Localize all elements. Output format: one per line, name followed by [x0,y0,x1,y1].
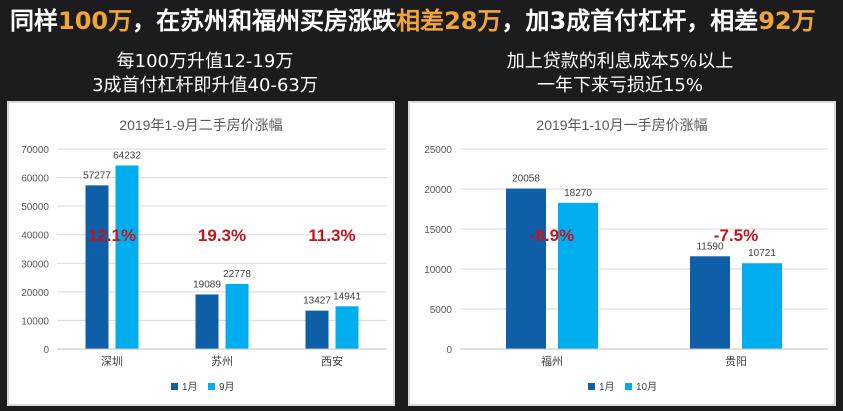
bar [305,310,329,349]
y-tick-label: 30000 [21,259,49,270]
change-percent-annotation: 12.1% [88,226,136,245]
legend-swatch [588,383,595,390]
bar [115,165,139,349]
right-subtitle-line2: 一年下来亏损近15% [536,75,703,96]
right-chart-panel: 2019年1-10月一手房价涨幅 0 5000 10000 15000 20000 2500… [408,101,836,406]
bar-value-label: 64232 [113,150,141,161]
bar [225,283,249,349]
left-subtitle-line1: 每100万升值12-19万 [116,51,294,72]
x-tick-label: 福州 [541,354,563,368]
x-tick-label: 西安 [321,354,343,368]
y-tick-label: 40000 [21,231,49,242]
y-tick-label: 20000 [21,288,49,299]
legend-swatch [208,383,215,390]
bar-value-label: 11590 [696,241,724,252]
left-bar-chart: 2019年1-9月二手房价涨幅 0 10000 20000 30000 40000 5000… [21,117,387,393]
y-tick-label: 10000 [424,265,452,276]
bar-value-label: 14941 [333,291,361,302]
y-tick-label: 60000 [21,174,49,185]
left-subtitle-line2: 3成首付杠杆即升值40-63万 [92,75,318,96]
headline-highlight: 100万 [58,7,133,35]
headline-part: ，在苏州和福州买房涨跌 [132,7,397,35]
y-tick-label: 20000 [424,185,452,196]
right-subtitle: 加上贷款的利息成本5%以上 一年下来亏损近15% [415,50,825,98]
bar-value-label: 18270 [564,188,592,199]
right-bar-chart: 2019年1-10月一手房价涨幅 0 5000 10000 15000 20000 2500… [424,117,828,393]
y-tick-label: 15000 [424,225,452,236]
change-percent-annotation: 19.3% [198,226,246,245]
y-tick-label: 70000 [21,145,49,156]
y-tick-label: 25000 [424,145,452,156]
legend-label: 9月 [219,381,235,393]
x-tick-label: 深圳 [101,355,123,368]
y-tick-label: 0 [43,345,49,356]
legend-swatch [625,383,632,390]
bar [506,188,546,349]
bar-value-label: 57277 [83,170,111,181]
headline: 同样100万，在苏州和福州买房涨跌相差28万，加3成首付杠杆，相差92万 [10,4,840,38]
bar [690,256,730,349]
change-percent-annotation: 11.3% [308,226,355,245]
legend-label: 1月 [182,381,198,393]
bar [85,185,109,349]
x-tick-label: 贵阳 [725,355,747,368]
chart-title: 2019年1-9月二手房价涨幅 [119,117,282,133]
headline-highlight: 相差28万 [396,7,502,35]
bar-value-label: 20058 [512,174,540,185]
change-percent-annotation: -8.9% [530,226,574,245]
x-tick-label: 苏州 [211,355,233,368]
headline-highlight: 92万 [758,7,816,35]
bar [335,306,359,349]
y-tick-label: 10000 [21,316,49,327]
bar-value-label: 13427 [303,296,331,307]
bar-value-label: 10721 [748,248,776,259]
bar [742,263,782,349]
headline-part: ，加3成首付杠杆，相差 [501,7,759,35]
change-percent-annotation: -7.5% [714,226,758,245]
chart-title: 2019年1-10月一手房价涨幅 [536,117,707,133]
left-chart-panel: 2019年1-9月二手房价涨幅 0 10000 20000 30000 40000 5000… [7,101,395,406]
legend-label: 1月 [599,381,615,393]
y-tick-label: 0 [446,345,452,356]
bar [558,202,598,349]
bar-value-label: 19089 [193,279,221,290]
legend-swatch [171,383,178,390]
bar-value-label: 22778 [223,269,251,280]
left-subtitle: 每100万升值12-19万 3成首付杠杆即升值40-63万 [5,50,405,98]
bar [195,294,219,349]
legend-label: 10月 [636,381,657,393]
right-subtitle-line1: 加上贷款的利息成本5%以上 [506,51,734,72]
y-tick-label: 5000 [430,305,453,316]
y-tick-label: 50000 [21,202,49,213]
headline-part: 同样 [10,7,58,35]
